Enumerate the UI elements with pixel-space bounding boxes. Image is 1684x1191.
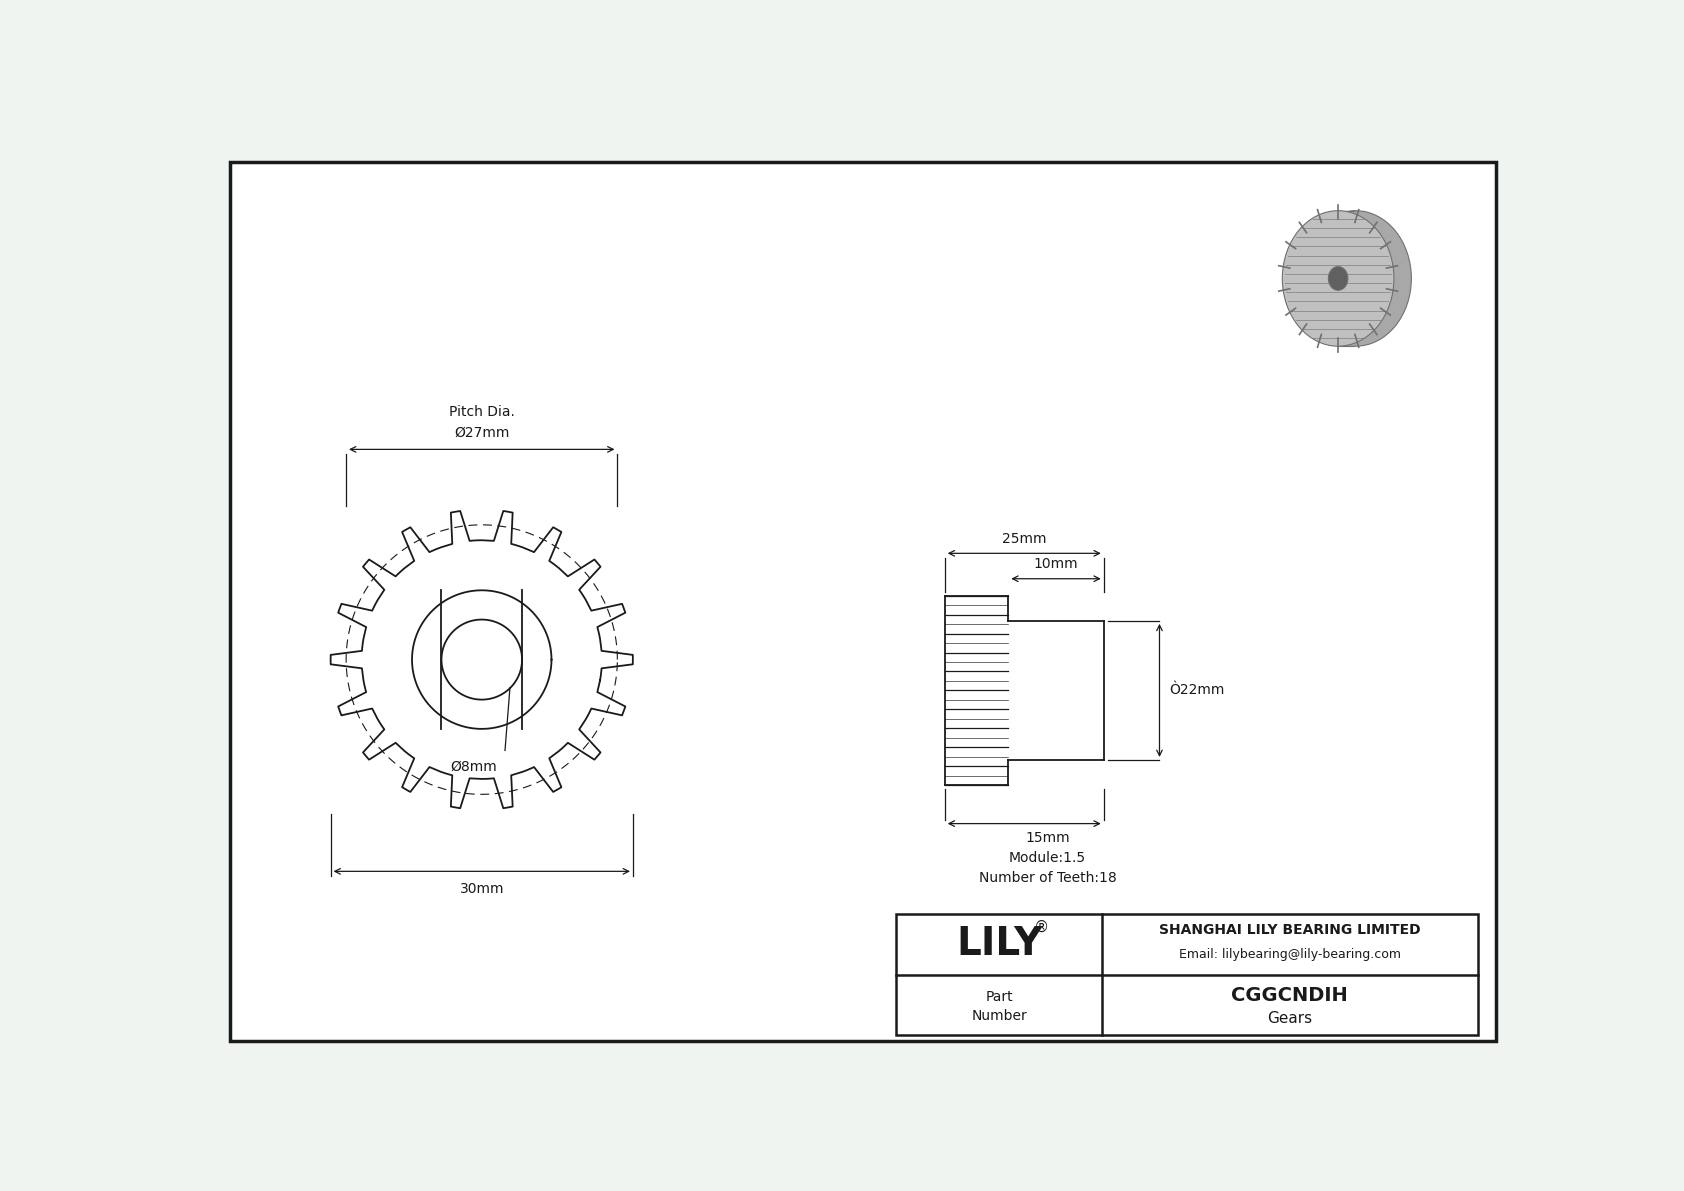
Bar xyxy=(896,913,1477,1035)
Text: Module:1.5: Module:1.5 xyxy=(1009,850,1086,865)
Text: LILY: LILY xyxy=(957,925,1042,964)
Text: Gears: Gears xyxy=(1266,1011,1312,1027)
Text: Number: Number xyxy=(972,1009,1027,1023)
Text: Pitch Dia.: Pitch Dia. xyxy=(450,405,515,418)
Ellipse shape xyxy=(1300,211,1411,347)
Text: 25mm: 25mm xyxy=(1002,531,1046,545)
Text: SHANGHAI LILY BEARING LIMITED: SHANGHAI LILY BEARING LIMITED xyxy=(1159,923,1421,937)
Text: 30mm: 30mm xyxy=(460,883,504,896)
Text: Ø27mm: Ø27mm xyxy=(455,425,510,439)
Text: ®: ® xyxy=(1034,919,1049,935)
Text: Part: Part xyxy=(985,990,1012,1004)
Text: Ò22mm: Ò22mm xyxy=(1169,684,1224,698)
Ellipse shape xyxy=(1282,211,1394,347)
Text: CGGCNDIH: CGGCNDIH xyxy=(1231,986,1349,1005)
Text: Ø8mm: Ø8mm xyxy=(451,760,497,774)
Text: 15mm: 15mm xyxy=(1026,831,1069,846)
Text: 10mm: 10mm xyxy=(1034,557,1078,570)
Ellipse shape xyxy=(1329,267,1347,291)
Text: Number of Teeth:18: Number of Teeth:18 xyxy=(978,872,1116,885)
Text: Email: lilybearing@lily-bearing.com: Email: lilybearing@lily-bearing.com xyxy=(1179,948,1401,961)
Bar xyxy=(1337,211,1354,347)
